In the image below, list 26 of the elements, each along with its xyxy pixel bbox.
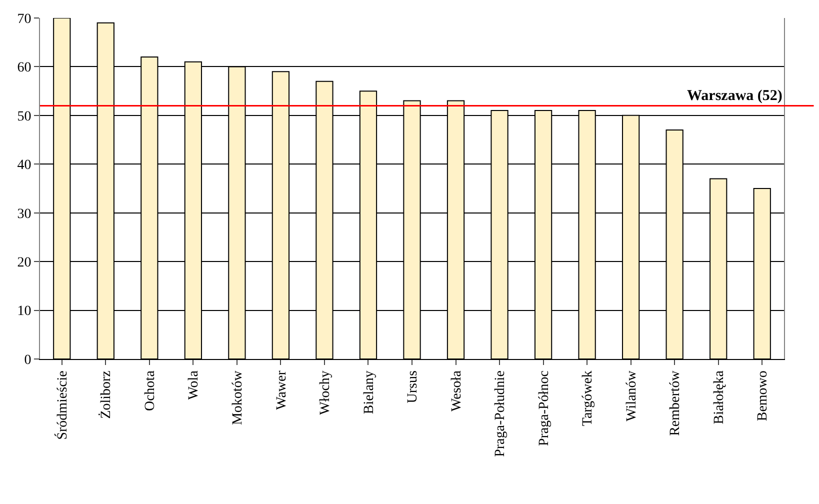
y-tick-label: 40 — [17, 158, 32, 174]
y-tick-label: 60 — [17, 60, 32, 76]
y-tick-label: 50 — [17, 109, 32, 124]
y-tick-label: 30 — [17, 206, 32, 222]
x-tick-label: Ochota — [142, 370, 158, 412]
x-tick-label: Targówek — [580, 370, 596, 426]
y-tick-label: 0 — [24, 352, 32, 368]
x-tick-label: Praga-Południe — [493, 370, 508, 457]
x-tick-label: Rembertów — [668, 370, 684, 436]
x-tick-label: Bielany — [362, 370, 377, 414]
x-tick-label: Wola — [186, 370, 202, 400]
x-tick-label: Wesoła — [449, 370, 464, 412]
x-tick-label: Żoliborz — [98, 370, 114, 419]
x-tick-label: Wawer — [274, 370, 290, 410]
x-tick-label: Białołęka — [712, 370, 727, 424]
y-tick-label: 10 — [17, 304, 32, 320]
y-tick-label: 70 — [17, 12, 32, 27]
ref-line-label: Warszawa (52) — [687, 88, 782, 104]
x-tick-label: Włochy — [318, 370, 334, 415]
x-tick-label: Ursus — [406, 370, 421, 404]
x-tick-label: Bemowo — [756, 370, 771, 422]
x-tick-label: Praga-Północ — [536, 370, 552, 446]
y-tick-label: 20 — [17, 255, 32, 270]
x-tick-label: Wilanów — [624, 370, 640, 422]
x-tick-label: Śródmieście — [53, 370, 70, 440]
x-tick-label: Mokotów — [230, 370, 246, 426]
